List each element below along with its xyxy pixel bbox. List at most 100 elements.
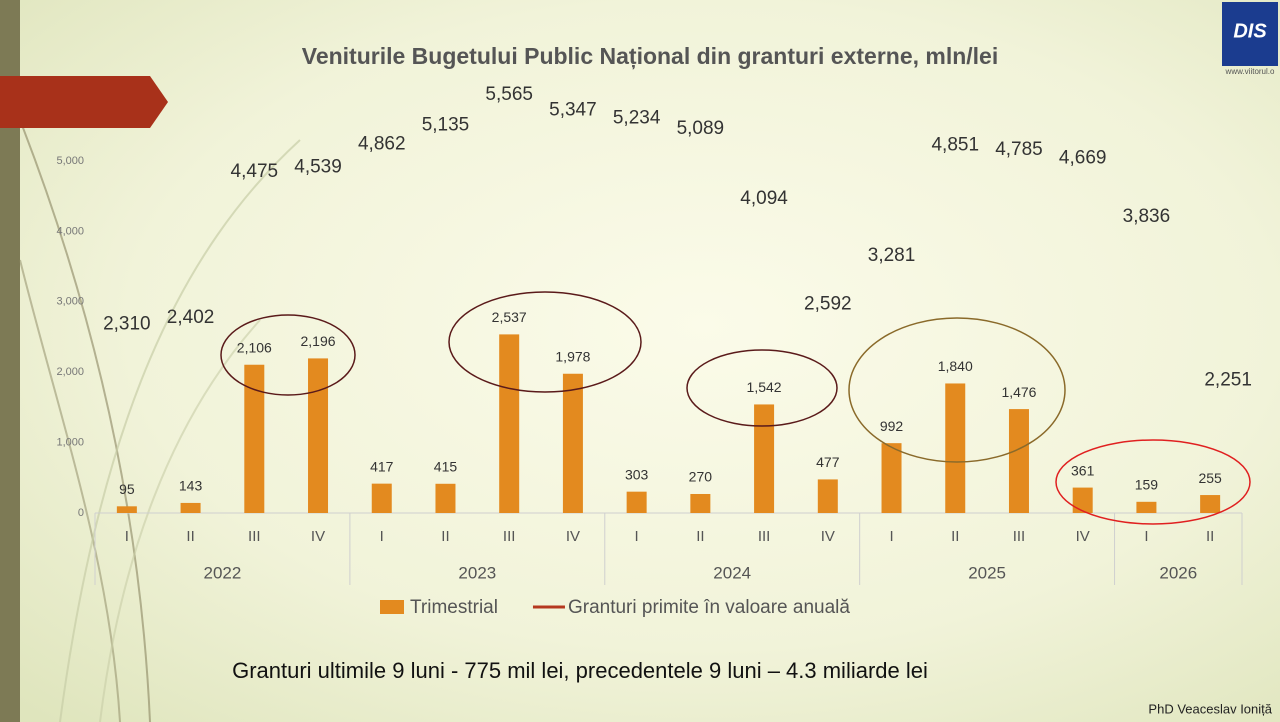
line-value-label: 4,851 bbox=[931, 135, 979, 156]
ellipse bbox=[220, 314, 356, 396]
line-value-label: 4,785 bbox=[995, 139, 1043, 160]
bar-value-label: 1,978 bbox=[555, 348, 590, 364]
line-value-label: 2,310 bbox=[103, 313, 151, 334]
bar-value-label: 477 bbox=[816, 454, 840, 470]
line-value-label: 5,135 bbox=[422, 115, 470, 136]
bar-value-label: 1,542 bbox=[747, 379, 782, 395]
bar-value-label: 2,106 bbox=[237, 339, 272, 355]
bar bbox=[180, 502, 201, 513]
x-tick-label: I bbox=[635, 528, 639, 545]
decor-curve bbox=[19, 259, 121, 722]
bar-value-label: 255 bbox=[1198, 470, 1222, 486]
decor-curve bbox=[59, 139, 301, 722]
bar bbox=[817, 479, 838, 513]
ellipse bbox=[448, 291, 642, 393]
x-tick-label: III bbox=[503, 528, 516, 545]
line-value-label: 4,539 bbox=[294, 156, 342, 177]
x-tick-label: IV bbox=[311, 528, 325, 545]
bar-value-label: 417 bbox=[370, 458, 394, 474]
highlight-ellipses bbox=[220, 291, 1251, 525]
decor-curve bbox=[99, 319, 261, 722]
x-tick-label: IV bbox=[1076, 528, 1090, 545]
x-tick-label: I bbox=[1144, 528, 1148, 545]
bar bbox=[1072, 487, 1093, 513]
chart-title: Veniturile Bugetului Public Național din… bbox=[302, 43, 999, 70]
x-group-label: 2024 bbox=[713, 563, 751, 582]
y-tick-label: 0 bbox=[78, 507, 84, 519]
bar-value-label: 270 bbox=[689, 469, 713, 485]
line-value-label: 2,592 bbox=[804, 294, 852, 315]
bar bbox=[562, 373, 583, 513]
x-tick-label: III bbox=[1013, 528, 1026, 545]
bar bbox=[754, 404, 775, 513]
line-value-label: 5,565 bbox=[485, 84, 533, 105]
bar bbox=[116, 506, 137, 513]
legend-label: Trimestrial bbox=[410, 597, 498, 618]
legend-label: Granturi primite în valoare anuală bbox=[568, 597, 850, 618]
title-banner bbox=[0, 76, 168, 128]
bar-value-label: 303 bbox=[625, 466, 649, 482]
line-value-label: 2,251 bbox=[1204, 370, 1252, 391]
bar-value-label: 361 bbox=[1071, 462, 1095, 478]
x-tick-label: III bbox=[758, 528, 771, 545]
ellipse bbox=[686, 349, 838, 427]
bar bbox=[371, 483, 392, 513]
y-tick-label: 1,000 bbox=[56, 437, 84, 449]
line-value-label: 5,234 bbox=[613, 108, 661, 129]
x-tick-label: IV bbox=[566, 528, 580, 545]
bar-value-label: 143 bbox=[179, 478, 203, 494]
x-tick-label: I bbox=[380, 528, 384, 545]
x-tick-label: II bbox=[1206, 528, 1214, 545]
line-value-label: 4,475 bbox=[231, 161, 279, 182]
bar bbox=[1200, 495, 1221, 513]
line-value-label: 4,094 bbox=[740, 188, 788, 209]
bar-value-label: 1,840 bbox=[938, 358, 973, 374]
y-tick-label: 4,000 bbox=[56, 225, 84, 237]
bar bbox=[308, 358, 329, 513]
legend-swatch bbox=[380, 600, 404, 614]
x-group-label: 2022 bbox=[204, 563, 242, 582]
x-tick-label: II bbox=[441, 528, 449, 545]
line-value-label: 4,669 bbox=[1059, 147, 1107, 168]
bar bbox=[1136, 501, 1157, 513]
logo-box bbox=[1222, 2, 1278, 66]
x-group-label: 2025 bbox=[968, 563, 1006, 582]
bar bbox=[690, 493, 711, 513]
y-tick-label: 5,000 bbox=[56, 155, 84, 167]
bar-value-label: 159 bbox=[1135, 477, 1159, 493]
line-value-label: 3,836 bbox=[1123, 206, 1171, 227]
bar bbox=[435, 483, 456, 513]
x-tick-label: II bbox=[696, 528, 704, 545]
bar-value-label: 2,537 bbox=[492, 309, 527, 325]
line-value-label: 2,402 bbox=[167, 307, 215, 328]
bar bbox=[499, 334, 520, 513]
y-tick-label: 2,000 bbox=[56, 366, 84, 378]
ellipse bbox=[848, 317, 1066, 463]
plot: 01,0002,0003,0004,0005,0006,000202220232… bbox=[56, 84, 1251, 618]
x-tick-label: II bbox=[186, 528, 194, 545]
x-tick-label: II bbox=[951, 528, 959, 545]
annotation: Granturi ultimile 9 luni - 775 mil lei, … bbox=[232, 658, 928, 683]
bar-value-label: 95 bbox=[119, 481, 135, 497]
bar-value-label: 2,196 bbox=[301, 333, 336, 349]
bar bbox=[626, 491, 647, 513]
x-tick-label: I bbox=[125, 528, 129, 545]
left-strip bbox=[0, 0, 20, 722]
bar bbox=[1008, 409, 1029, 513]
ellipse bbox=[1055, 439, 1251, 525]
bar bbox=[945, 383, 966, 513]
author: PhD Veaceslav Ioniță bbox=[1148, 701, 1272, 716]
bar-value-label: 1,476 bbox=[1001, 384, 1036, 400]
logo-text: DIS bbox=[1233, 20, 1267, 42]
bar bbox=[244, 364, 265, 513]
bar bbox=[881, 443, 902, 513]
logo: DIS www.viitorul.o bbox=[1222, 2, 1278, 76]
x-group-label: 2023 bbox=[458, 563, 496, 582]
decor-curve bbox=[19, 119, 151, 722]
line-value-label: 5,347 bbox=[549, 100, 597, 121]
x-tick-label: III bbox=[248, 528, 261, 545]
bar-value-label: 415 bbox=[434, 458, 458, 474]
x-tick-label: I bbox=[889, 528, 893, 545]
